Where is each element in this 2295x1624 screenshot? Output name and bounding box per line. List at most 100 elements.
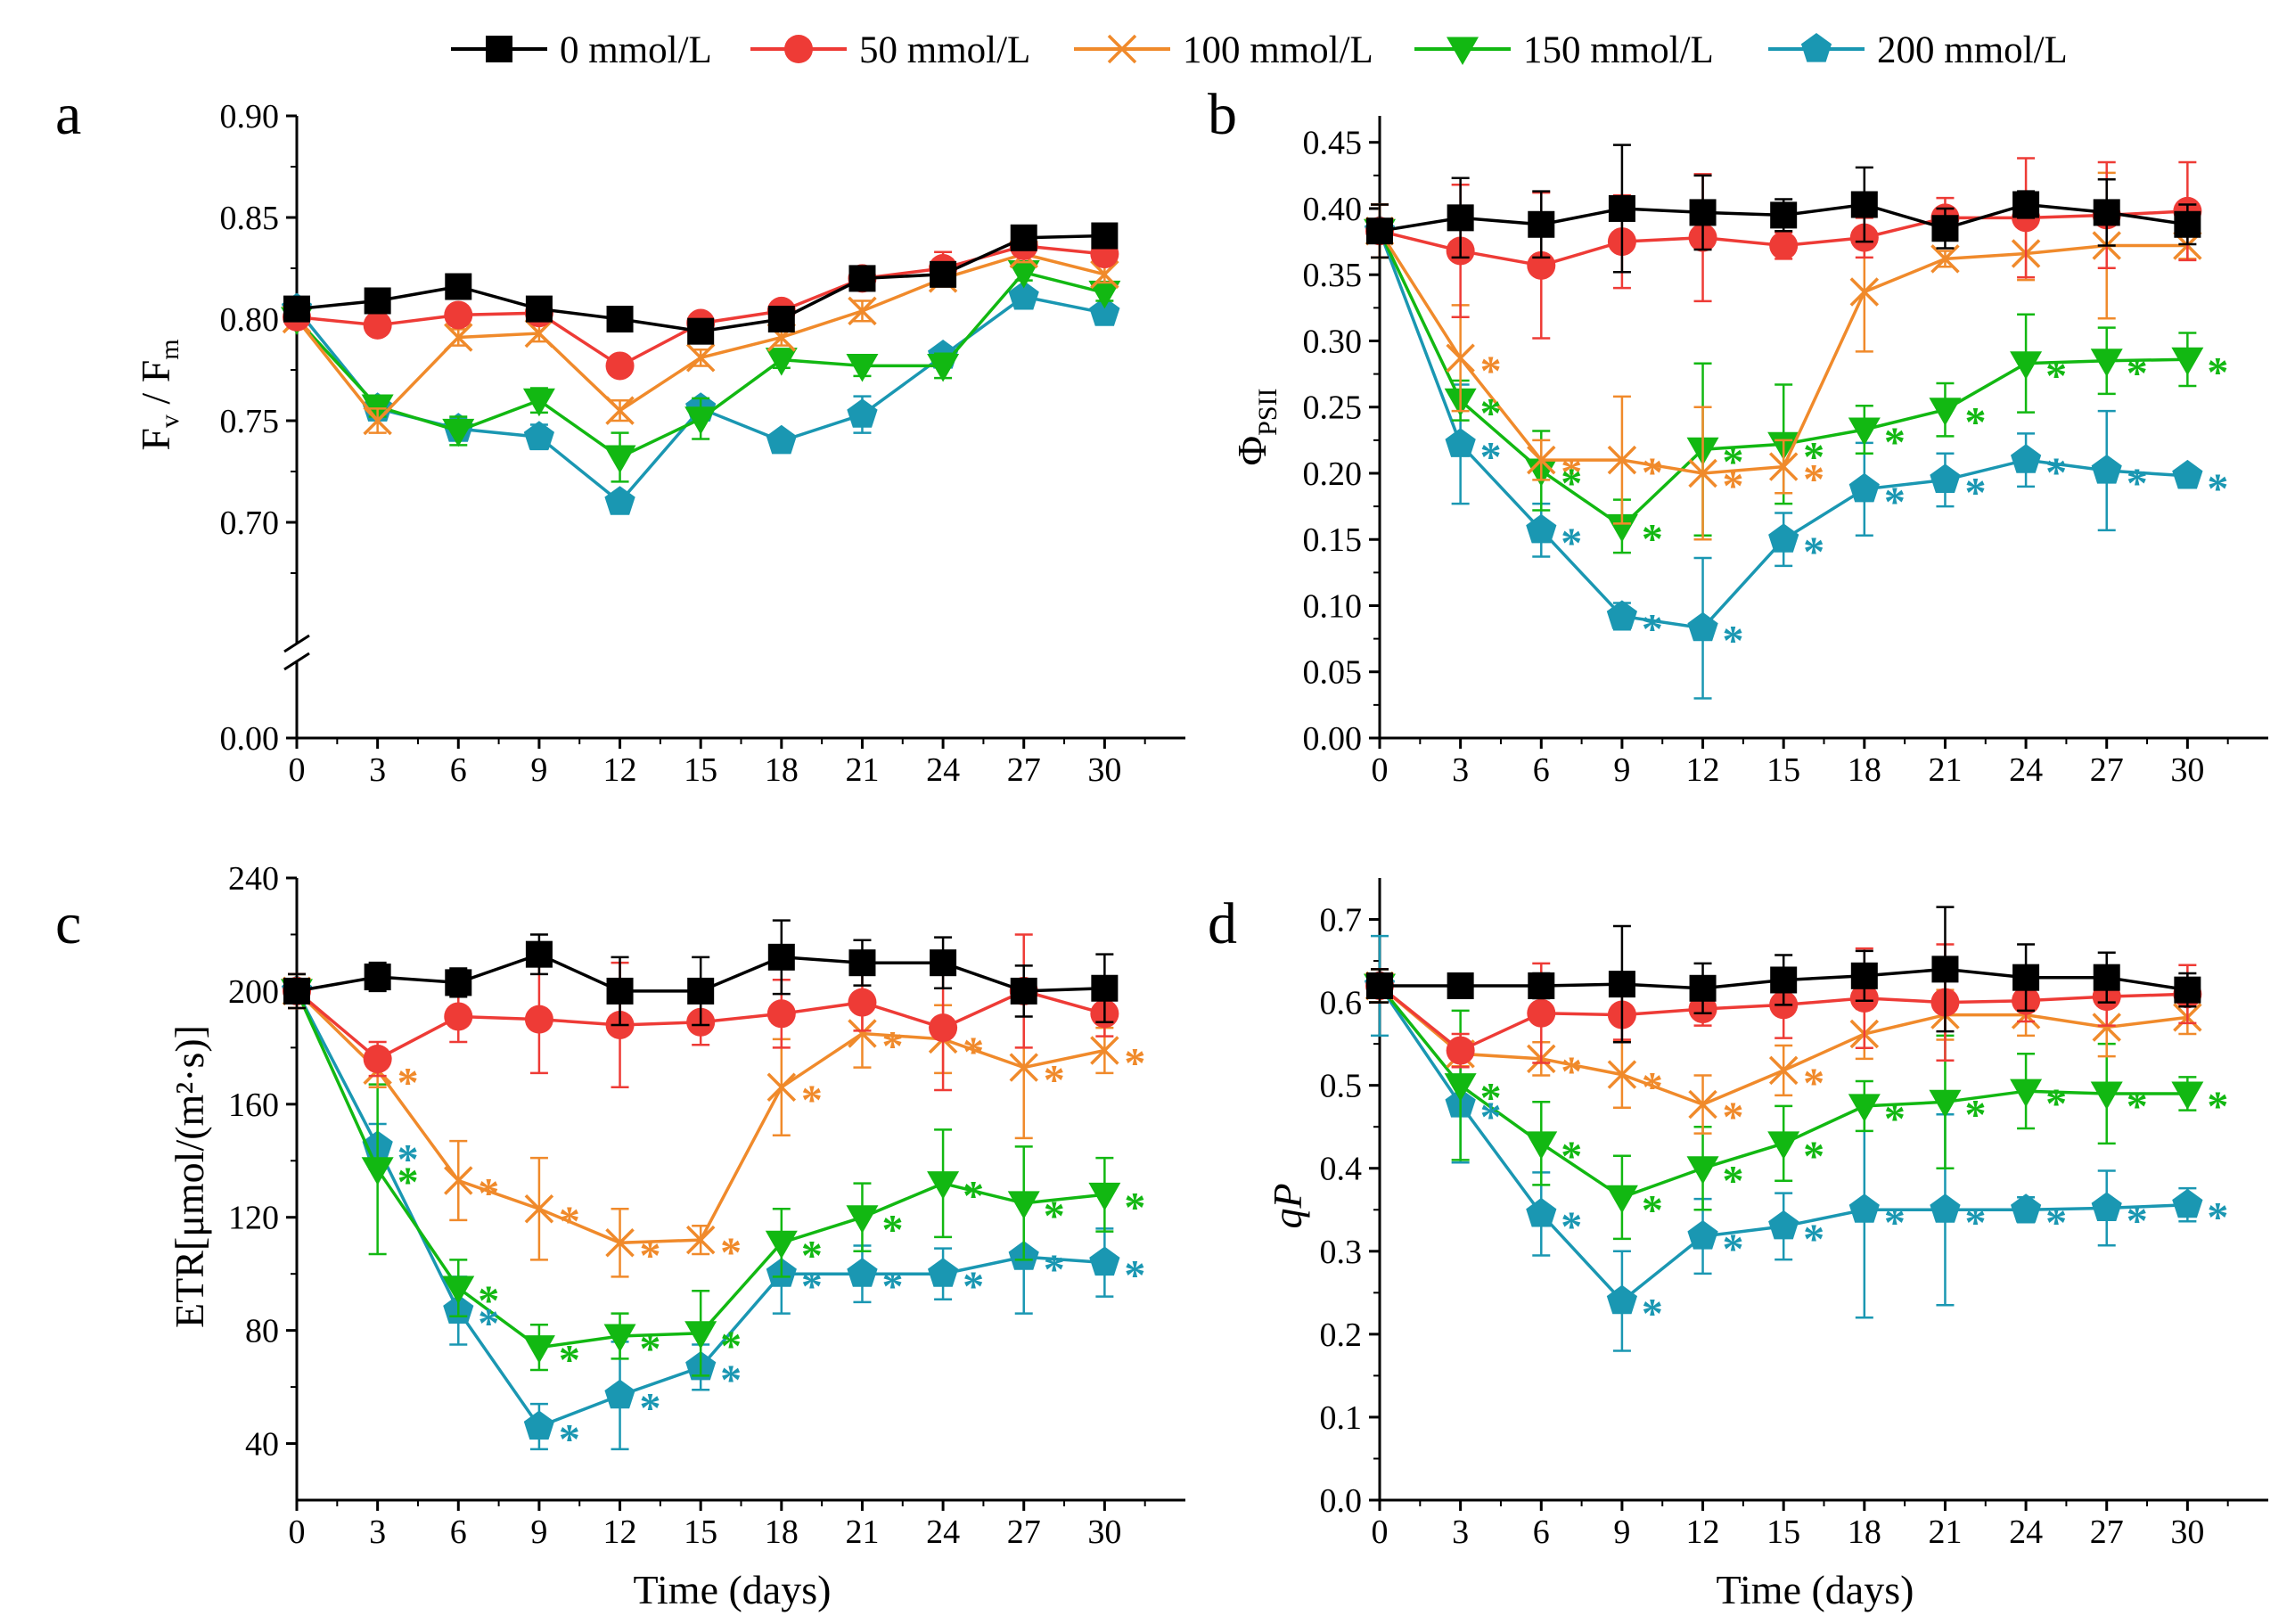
legend-entry-1: 50 mmol/L [750,29,1030,71]
data-point [1930,1193,1961,1223]
significance-star: * [1723,1094,1744,1141]
data-point [1607,445,1637,475]
data-point [1526,513,1557,544]
x-tick-label: 12 [1686,1513,1720,1551]
data-point [1687,1220,1718,1250]
data-point [2093,964,2120,991]
data-point [1447,972,1474,999]
data-point-stroke-2 [1768,452,1799,481]
y-tick-label: 0.70 [220,504,280,542]
data-point [2011,1193,2042,1223]
y-tick-label: 120 [228,1200,279,1237]
x-tick-label: 21 [845,751,879,789]
panel-c: c 0 3 6 9 12 15 18 21 24 27 30 40 80 120 160 200 240 ETR[μ… [55,860,1185,1612]
data-point [525,295,553,323]
legend-marker [784,35,813,63]
data-point-stroke-2 [1527,445,1556,475]
data-point [363,310,392,340]
significance-star: * [640,1325,661,1373]
data-point [2010,351,2043,380]
x-tick-label: 30 [2170,751,2204,789]
significance-star: * [478,1169,499,1217]
data-point [605,396,635,425]
data-point [523,1410,554,1440]
significance-star: * [1642,515,1663,562]
series-3 [281,260,1121,483]
x-tick-label: 9 [1613,751,1630,789]
y-tick-label: 240 [228,860,279,898]
legend-marker [1447,37,1479,65]
data-point [1608,194,1635,222]
data-point [364,964,391,991]
significance-star: * [478,1277,499,1325]
x-tick-label: 21 [1928,1513,1962,1551]
data-point [1848,417,1881,446]
data-point [523,421,554,450]
significance-star: * [801,1263,823,1310]
data-point [1930,463,1961,493]
significance-star: * [559,1416,580,1464]
data-point [927,1171,960,1200]
data-point [767,306,795,332]
y-tick-label: 0.3 [1320,1234,1363,1271]
data-point-stroke-2 [1607,445,1637,475]
y-axis-title: ΦPSII [1229,389,1283,466]
data-point [1688,1089,1717,1120]
data-point [1850,962,1878,989]
data-point [444,300,473,330]
data-point [445,273,472,300]
data-point [766,424,797,455]
x-axis-title: Time (days) [634,1567,832,1612]
data-point [1931,215,1959,242]
legend-marker [486,36,512,62]
data-point-stroke-2 [1090,1036,1119,1065]
x-tick-label: 12 [603,1513,637,1551]
y-tick-label: 0.90 [220,98,280,135]
significance-marks: **** *** ** **** * **** * ******* * * * * [398,1023,1146,1464]
data-point [1445,428,1476,457]
y-tick-label: 0.10 [1303,587,1363,625]
data-point [766,999,796,1029]
axes: 0 3 6 9 12 15 18 21 24 27 30 0.00 0.05 0.10 0.15 0.20 0.… [1303,116,2268,789]
data-point [1088,1182,1121,1211]
data-point [1528,210,1555,238]
data-point [1768,1210,1799,1240]
data-point [363,406,392,436]
significance-star: * [1480,1094,1502,1141]
data-point [927,353,960,382]
significance-star: * [1561,1133,1582,1180]
data-point [525,940,553,968]
panel-letter-d: d [1208,891,1237,956]
x-tick-label: 15 [1766,751,1800,789]
x-tick-label: 21 [1928,751,1962,789]
x-tick-label: 24 [2009,1513,2043,1551]
x-tick-label: 18 [1848,751,1881,789]
x-tick-label: 27 [2090,751,2124,789]
significance-star: * [720,1229,742,1276]
data-point [1849,277,1880,307]
significance-star: * [1124,1040,1145,1087]
x-tick-label: 15 [1766,1513,1800,1551]
x-tick-label: 18 [765,751,799,789]
significance-star: * [963,1263,984,1310]
data-point [1526,1197,1557,1227]
x-tick-label: 15 [684,751,717,789]
significance-star: * [1124,1251,1145,1299]
significance-star: * [559,1198,580,1245]
x-tick-label: 3 [1452,751,1469,789]
y-tick-label: 0.40 [1303,191,1363,228]
data-point [846,353,879,382]
x-tick-label: 6 [1533,751,1550,789]
data-point-stroke-2 [2092,1013,2121,1042]
data-point [444,323,473,352]
data-point [1090,259,1119,290]
significance-star: * [881,1207,903,1254]
legend-label: 0 mmol/L [560,29,712,71]
legend: 0 mmol/L 50 mmol/L 100 mmol/L 150 mmol/L 200… [451,29,2068,71]
legend-entry-2: 100 mmol/L [1074,29,1373,71]
y-tick-label-zero: 0.00 [220,720,280,758]
significance-star: * [398,1159,419,1206]
series-group [281,222,1121,515]
data-point [1007,260,1040,289]
series-0 [1366,144,2201,274]
